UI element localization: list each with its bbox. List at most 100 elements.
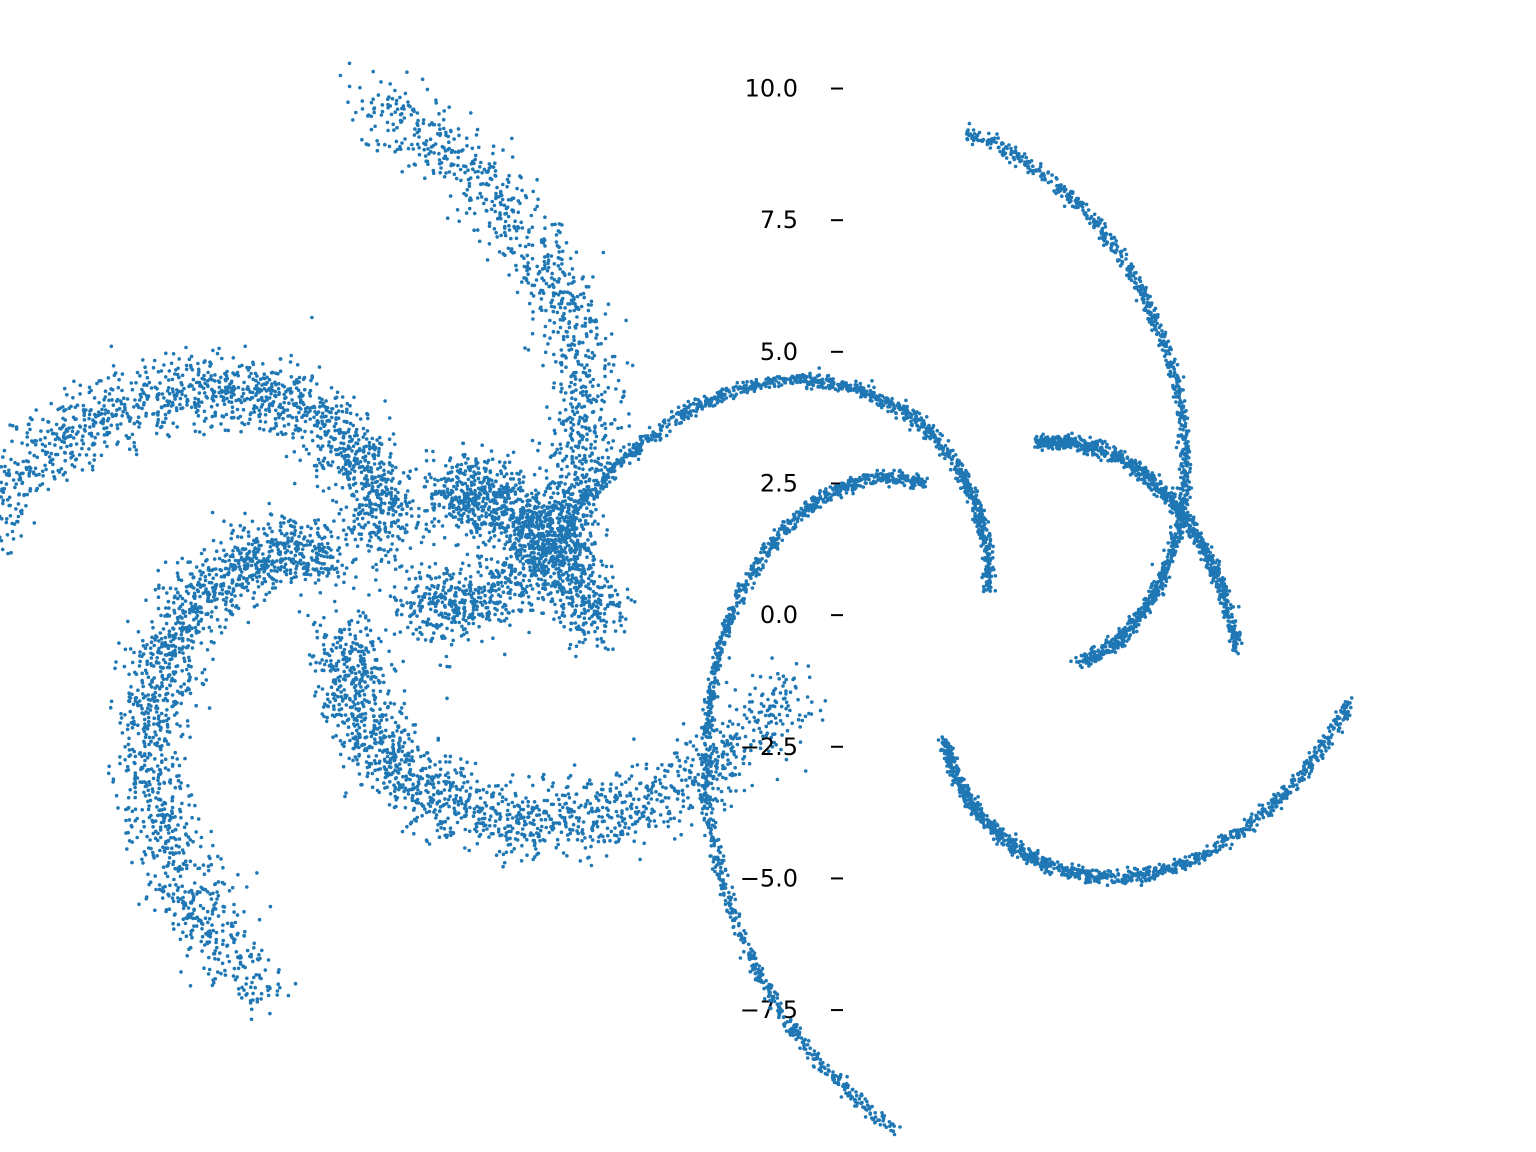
scatter-point (134, 696, 139, 700)
scatter-point (175, 560, 180, 565)
scatter-point (551, 329, 556, 334)
scatter-point (568, 343, 573, 348)
scatter-point (501, 182, 505, 187)
scatter-point (506, 591, 511, 595)
scatter-point (577, 466, 581, 471)
scatter-point (374, 732, 378, 736)
scatter-point (209, 614, 214, 619)
scatter-point (168, 683, 172, 688)
scatter-point (485, 258, 490, 262)
scatter-point (499, 580, 504, 585)
scatter-point (686, 796, 690, 800)
scatter-point (366, 674, 370, 679)
scatter-point (643, 795, 647, 799)
scatter-point (769, 712, 773, 717)
scatter-point (187, 607, 192, 612)
scatter-point (593, 426, 597, 430)
scatter-point (252, 604, 257, 609)
scatter-point (493, 161, 497, 165)
scatter-point (691, 744, 696, 748)
scatter-point (627, 826, 631, 830)
scatter-point (160, 759, 164, 763)
scatter-point (503, 219, 508, 224)
scatter-point (184, 833, 188, 837)
scatter-point (587, 317, 592, 322)
scatter-point (111, 777, 116, 781)
scatter-point (220, 588, 225, 592)
scatter-point (357, 772, 362, 776)
scatter-point (346, 100, 350, 104)
scatter-point (167, 662, 172, 666)
scatter-point (187, 658, 192, 663)
scatter-point (680, 778, 684, 782)
scatter-point (380, 109, 385, 114)
scatter-point (578, 378, 582, 382)
scatter-point (160, 896, 165, 900)
scatter-point (461, 164, 466, 168)
scatter-point (342, 580, 346, 585)
scatter-point (341, 528, 346, 532)
scatter-point (420, 776, 425, 781)
scatter-point (468, 589, 473, 593)
scatter-point (508, 623, 512, 627)
scatter-point (340, 563, 345, 568)
scatter-point (585, 437, 589, 442)
scatter-point (133, 807, 138, 811)
scatter-point (128, 788, 132, 792)
scatter-point (688, 770, 692, 774)
scatter-point (574, 456, 579, 460)
scatter-point (559, 348, 564, 352)
scatter-point (409, 605, 413, 610)
scatter-point (216, 970, 220, 974)
scatter-point (587, 368, 592, 373)
scatter-point (163, 766, 168, 770)
scatter-point (740, 726, 745, 730)
scatter-point (278, 568, 283, 572)
scatter-point (288, 571, 293, 575)
scatter-point (519, 175, 523, 180)
scatter-point (491, 165, 496, 169)
scatter-point (235, 548, 240, 552)
scatter-point (552, 262, 557, 266)
scatter-point (481, 787, 486, 792)
scatter-point (409, 613, 413, 618)
scatter-point (274, 538, 278, 542)
scatter-point (582, 366, 587, 370)
scatter-point (418, 576, 423, 581)
scatter-point (369, 127, 374, 132)
scatter-point (402, 701, 407, 706)
scatter-point (527, 267, 532, 271)
scatter-point (430, 796, 434, 801)
scatter-point (584, 802, 588, 806)
scatter-point (236, 385, 241, 390)
scatter-point (436, 736, 441, 741)
scatter-point (551, 385, 556, 390)
scatter-point (438, 809, 442, 813)
scatter-point (411, 107, 416, 111)
scatter-point (720, 721, 725, 726)
scatter-point (184, 688, 188, 693)
scatter-point (137, 902, 141, 907)
scatter-point (486, 169, 491, 173)
scatter-point (365, 633, 370, 637)
scatter-point (777, 712, 782, 717)
scatter-point (681, 804, 686, 809)
scatter-point (157, 693, 162, 698)
scatter-point (599, 341, 603, 346)
scatter-point (320, 668, 325, 672)
scatter-point (453, 593, 457, 597)
scatter-point (204, 678, 209, 682)
scatter-point (130, 860, 134, 865)
scatter-point (156, 595, 161, 599)
scatter-point (237, 992, 241, 996)
scatter-point (270, 529, 274, 534)
scatter-point (413, 799, 418, 803)
scatter-point (334, 583, 338, 587)
scatter-point (223, 968, 227, 973)
scatter-point (655, 798, 659, 802)
scatter-point (203, 574, 208, 579)
scatter-point (164, 718, 169, 723)
scatter-point (316, 526, 320, 531)
scatter-point (798, 740, 803, 744)
scatter-point (151, 789, 155, 794)
